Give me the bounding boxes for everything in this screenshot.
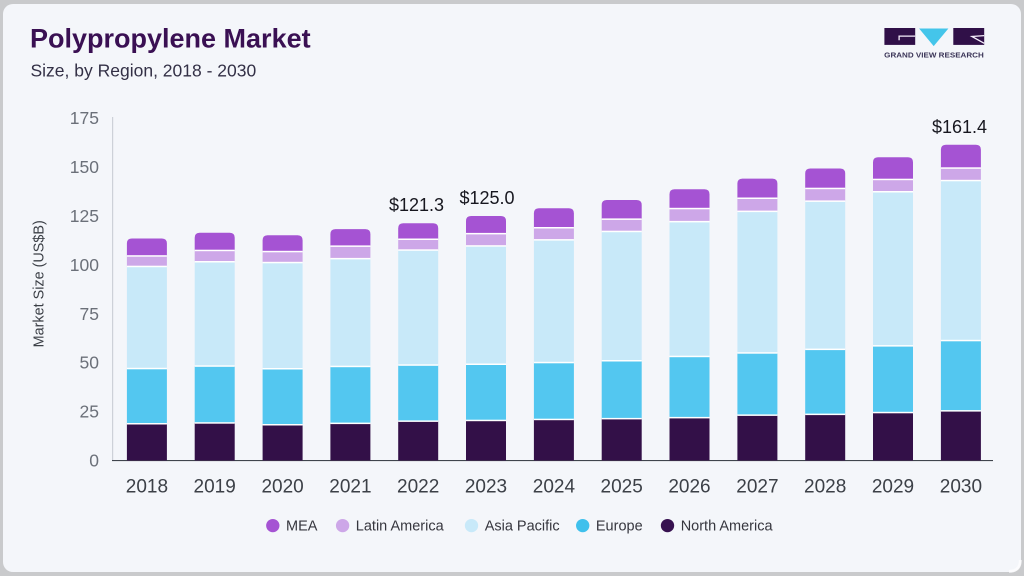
svg-text:100: 100 — [70, 255, 99, 275]
svg-text:2025: 2025 — [601, 477, 643, 498]
svg-text:25: 25 — [80, 402, 99, 422]
svg-text:0: 0 — [89, 451, 99, 471]
svg-text:Europe: Europe — [596, 518, 643, 534]
svg-text:$125.0: $125.0 — [459, 188, 514, 208]
svg-text:2018: 2018 — [126, 477, 168, 498]
svg-text:50: 50 — [80, 353, 100, 373]
svg-text:150: 150 — [70, 157, 99, 177]
svg-text:North America: North America — [681, 518, 774, 534]
svg-text:2024: 2024 — [533, 477, 576, 498]
svg-text:Market Size (US$B): Market Size (US$B) — [32, 220, 48, 347]
svg-text:GRAND VIEW RESEARCH: GRAND VIEW RESEARCH — [884, 51, 984, 60]
svg-text:2023: 2023 — [465, 477, 507, 498]
svg-text:175: 175 — [70, 108, 99, 128]
svg-text:$121.3: $121.3 — [389, 195, 444, 215]
svg-text:Latin America: Latin America — [356, 518, 445, 534]
svg-text:2021: 2021 — [329, 477, 371, 498]
svg-text:2022: 2022 — [397, 477, 439, 498]
svg-text:2028: 2028 — [804, 477, 846, 498]
svg-text:2019: 2019 — [194, 477, 236, 498]
svg-text:2030: 2030 — [940, 477, 982, 498]
svg-text:Size, by Region, 2018 - 2030: Size, by Region, 2018 - 2030 — [31, 61, 257, 81]
svg-text:2029: 2029 — [872, 477, 914, 498]
svg-text:125: 125 — [70, 206, 99, 226]
svg-text:$161.4: $161.4 — [932, 117, 987, 137]
svg-text:Polypropylene Market: Polypropylene Market — [30, 24, 311, 54]
svg-text:2026: 2026 — [668, 477, 710, 498]
svg-text:75: 75 — [80, 304, 99, 324]
svg-text:MEA: MEA — [286, 518, 318, 534]
svg-text:Asia Pacific: Asia Pacific — [485, 518, 560, 534]
svg-text:2020: 2020 — [261, 477, 303, 498]
svg-text:2027: 2027 — [736, 477, 778, 498]
